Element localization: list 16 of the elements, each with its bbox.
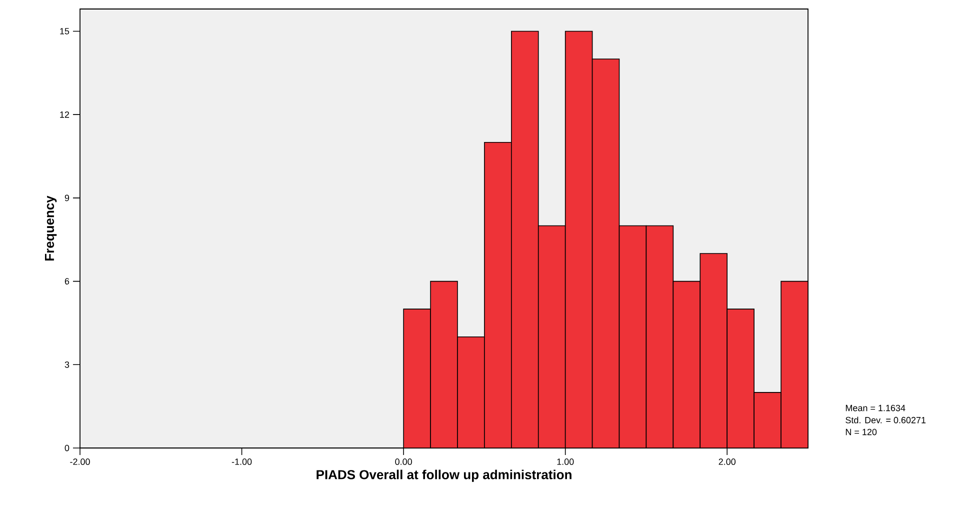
text: N = 120 xyxy=(846,428,877,436)
x-tick-label: 1.00 xyxy=(557,458,574,465)
y-tick-label: 9 xyxy=(64,194,70,202)
x-tick-label: 0.00 xyxy=(395,458,412,465)
y-tick-label: 3 xyxy=(64,361,70,368)
y-tick-label: 12 xyxy=(60,111,70,118)
y-axis-title: Frequency xyxy=(44,196,57,260)
y-tick-label: 6 xyxy=(64,278,70,284)
y-tick-label: 15 xyxy=(60,28,70,34)
text: Std. Dev. = 0.60271 xyxy=(846,416,926,424)
x-axis-title: PIADS Overall at follow up administration xyxy=(316,470,572,482)
x-tick-label: -1.00 xyxy=(232,458,252,465)
y-tick-label: 0 xyxy=(64,444,70,452)
x-tick-label: 2.00 xyxy=(718,458,736,465)
x-tick-label: -2.00 xyxy=(70,458,90,465)
text: Mean = 1.1634 xyxy=(846,404,906,412)
